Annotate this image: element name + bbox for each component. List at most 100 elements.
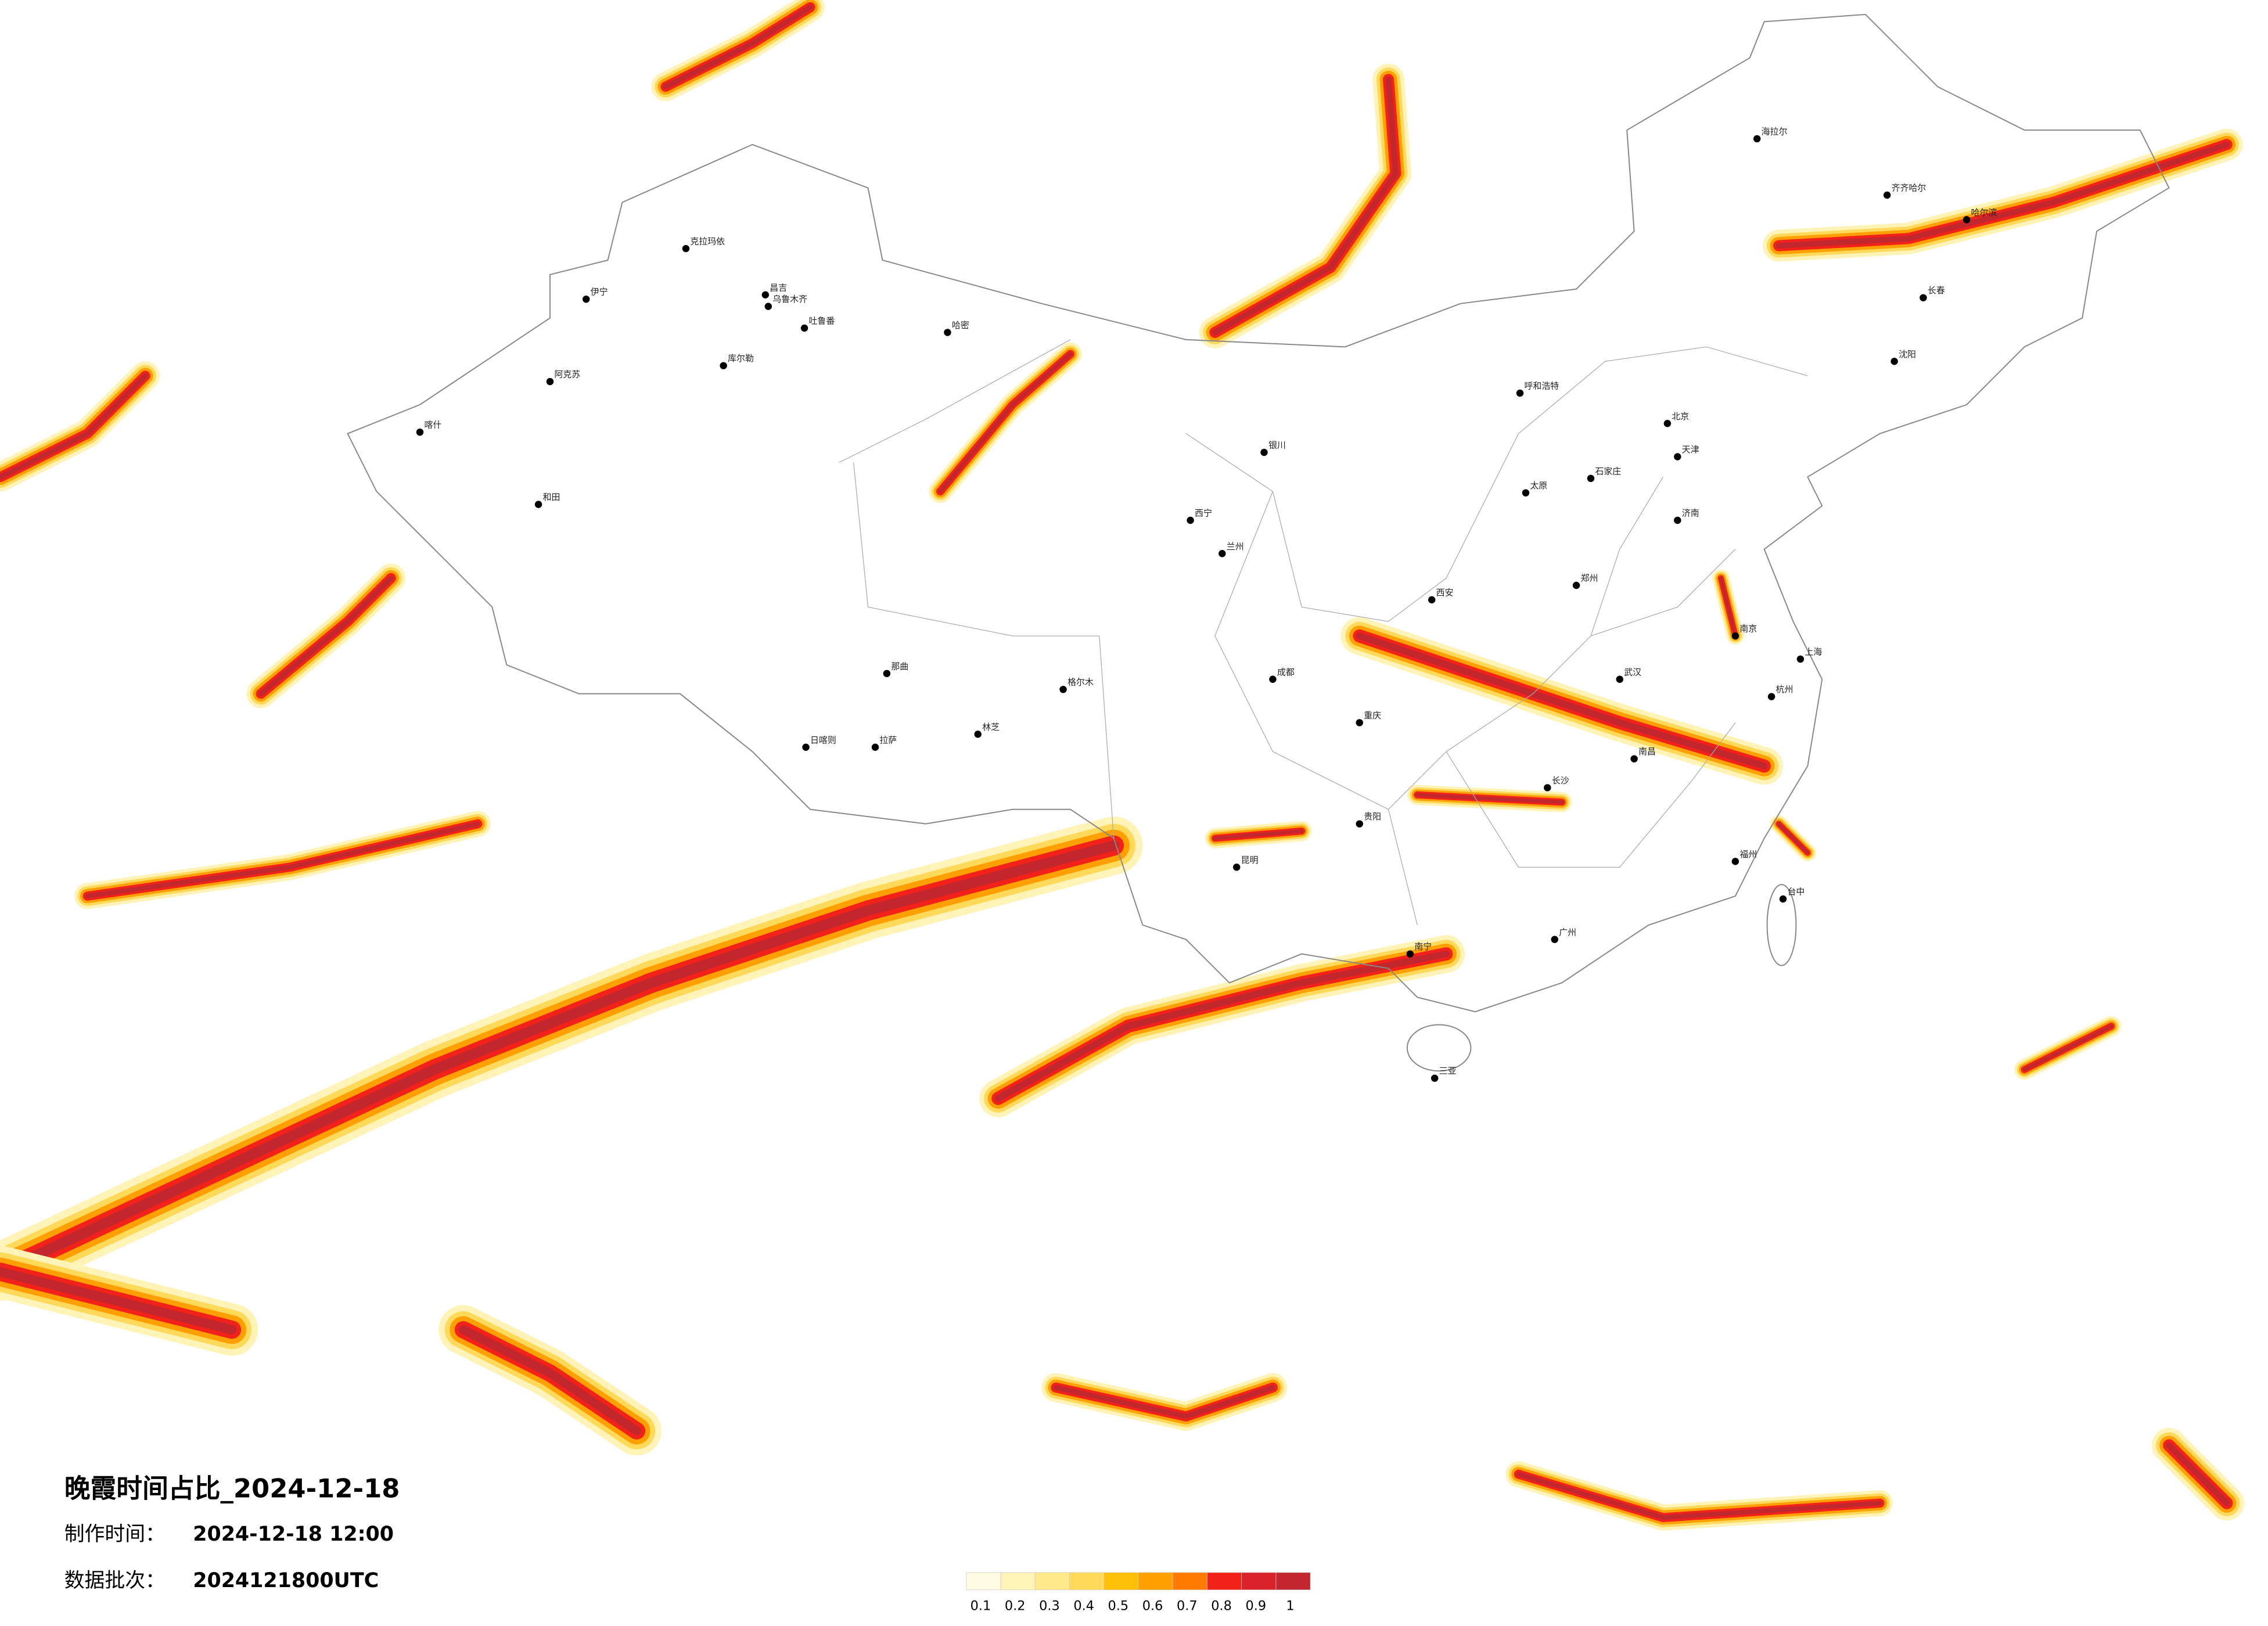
made-label: 制作时间： <box>64 1523 166 1546</box>
city-label: 南宁 <box>1414 941 1432 952</box>
city-dot <box>1587 474 1595 483</box>
city-label: 西安 <box>1436 587 1454 598</box>
city-dot <box>1731 632 1739 640</box>
legend-tick-label: 0.5 <box>1108 1599 1129 1614</box>
city-label: 太原 <box>1530 480 1547 491</box>
city-label: 日喀则 <box>810 735 836 745</box>
city-label: 哈密 <box>952 320 969 330</box>
sunset-band <box>0 840 1119 1278</box>
city-label: 库尔勒 <box>728 353 754 364</box>
city-dot <box>802 743 810 751</box>
city-dot <box>761 291 770 298</box>
sunset-band <box>1777 822 1810 855</box>
sunset-band <box>1415 793 1564 804</box>
legend-swatch <box>1000 1572 1036 1591</box>
city-label: 南京 <box>1739 624 1757 634</box>
legend: 0.1 0.2 0.3 0.4 0.5 0.6 0.7 0.8 0.9 1 <box>966 1572 1311 1614</box>
city-label: 贵阳 <box>1364 811 1381 822</box>
city-label: 成都 <box>1277 667 1295 677</box>
legend-tick-label: 0.2 <box>1005 1599 1026 1614</box>
city-label: 吐鲁番 <box>809 316 835 326</box>
legend-swatch <box>1104 1572 1139 1591</box>
city-dot <box>546 377 554 386</box>
city-label: 齐齐哈尔 <box>1892 183 1926 193</box>
city-label: 昌吉 <box>770 282 787 293</box>
city-dot <box>1059 685 1067 693</box>
city-dot <box>1269 675 1277 683</box>
city-dot <box>1767 693 1775 700</box>
city-label: 广州 <box>1559 927 1576 937</box>
city-dot <box>1356 820 1363 828</box>
batch-value: 2024121800UTC <box>193 1569 379 1592</box>
city-label: 拉萨 <box>879 735 897 745</box>
city-label: 乌鲁木齐 <box>772 294 807 304</box>
sunset-band <box>1213 829 1304 840</box>
city-label: 喀什 <box>424 420 441 430</box>
legend-tick-label: 0.1 <box>971 1599 991 1614</box>
city-dot <box>944 329 951 336</box>
city-label: 郑州 <box>1581 573 1598 584</box>
sunset-band <box>1775 141 2230 249</box>
legend-swatch <box>1034 1572 1070 1591</box>
legend-tick-label: 0.7 <box>1177 1599 1198 1614</box>
city-dot <box>534 501 542 508</box>
sunset-band <box>1053 1384 1275 1419</box>
city-dot <box>1232 864 1241 871</box>
city-label: 重庆 <box>1364 710 1381 721</box>
city-dot <box>1428 596 1436 604</box>
city-label: 杭州 <box>1776 684 1793 695</box>
city-label: 天津 <box>1682 444 1699 455</box>
city-dot <box>1572 581 1580 589</box>
city-dot <box>1260 448 1268 456</box>
city-label: 济南 <box>1682 508 1699 519</box>
city-label: 西宁 <box>1195 508 1212 519</box>
city-label: 和田 <box>543 492 560 502</box>
city-label: 格尔木 <box>1067 677 1094 688</box>
legend-swatch <box>1275 1572 1311 1591</box>
sunset-band <box>1356 632 1768 769</box>
city-dot <box>1551 936 1558 943</box>
city-dot <box>1674 516 1681 524</box>
city-dot <box>1796 655 1805 663</box>
city-label: 武汉 <box>1624 667 1641 677</box>
city-dot <box>1219 550 1226 557</box>
city-label: 福州 <box>1739 849 1757 859</box>
city-dot <box>1516 389 1524 397</box>
city-dot <box>1883 191 1891 199</box>
city-dot <box>416 428 424 436</box>
city-label: 那曲 <box>891 661 908 671</box>
legend-swatch <box>1138 1572 1173 1591</box>
sunset-band <box>663 4 813 89</box>
sunset-band <box>994 950 1450 1102</box>
legend-tick-label: 0.4 <box>1073 1599 1094 1614</box>
legend-swatch <box>966 1572 1001 1591</box>
city-dot <box>1430 1074 1439 1082</box>
map-title: 晚霞时间占比_2024-12-18 <box>64 1473 400 1503</box>
city-dot <box>582 295 590 303</box>
city-dot <box>1920 294 1927 301</box>
made-value: 2024-12-18 12:00 <box>193 1523 394 1546</box>
city-dot <box>1356 719 1363 726</box>
sunset-band <box>1719 576 1737 638</box>
sunset-band <box>938 352 1073 494</box>
city-dot <box>1890 358 1898 365</box>
city-label: 南昌 <box>1638 746 1656 757</box>
city-label: 哈尔滨 <box>1971 207 1997 218</box>
island-outline <box>1406 1024 1472 1072</box>
city-label: 石家庄 <box>1595 466 1621 476</box>
sunset-band <box>85 821 480 899</box>
city-dot <box>764 303 772 310</box>
city-dot <box>800 324 808 332</box>
city-label: 银川 <box>1268 440 1286 451</box>
sunset-band <box>2166 1442 2230 1506</box>
city-label: 伊宁 <box>591 287 608 297</box>
legend-swatch <box>1069 1572 1105 1591</box>
sunset-band <box>1212 76 1399 336</box>
sunset-band <box>459 1325 641 1436</box>
city-label: 阿克苏 <box>554 369 580 380</box>
city-dot <box>1630 755 1638 762</box>
city-dot <box>974 731 982 738</box>
